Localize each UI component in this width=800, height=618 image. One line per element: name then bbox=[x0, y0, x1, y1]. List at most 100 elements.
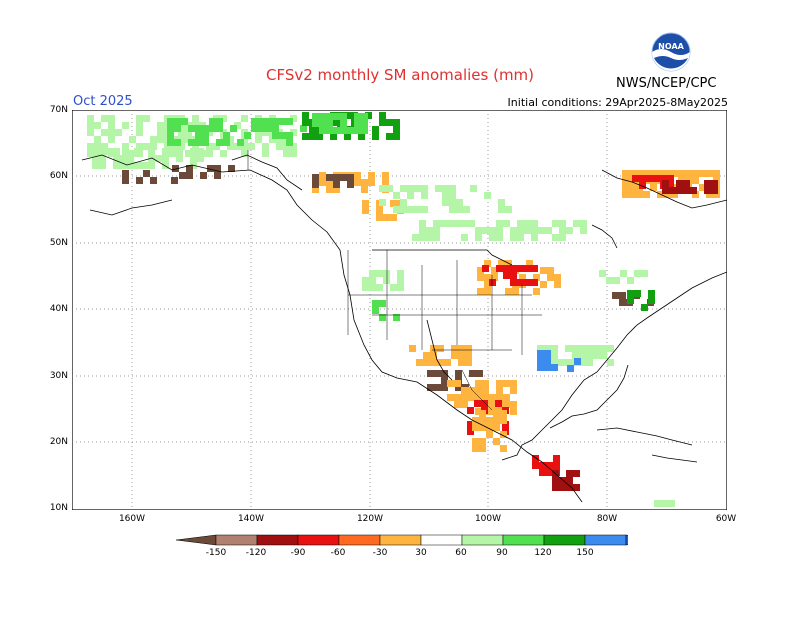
anomaly-cell bbox=[486, 431, 493, 438]
anomaly-cell bbox=[586, 345, 593, 352]
anomaly-cell bbox=[461, 220, 468, 227]
organization-label: NWS/NCEP/CPC bbox=[616, 76, 717, 91]
anomaly-cell bbox=[451, 345, 458, 352]
anomaly-cell bbox=[669, 187, 676, 194]
anomaly-cell bbox=[441, 377, 448, 384]
anomaly-cell bbox=[192, 143, 199, 150]
anomaly-cell bbox=[620, 270, 627, 277]
colorbar bbox=[175, 534, 628, 546]
anomaly-cell bbox=[498, 206, 505, 213]
anomaly-cell bbox=[108, 115, 115, 122]
anomaly-cell bbox=[241, 150, 248, 157]
anomaly-cell bbox=[449, 206, 456, 213]
anomaly-cell bbox=[195, 132, 202, 139]
anomaly-cell bbox=[458, 352, 465, 359]
anomaly-cell bbox=[272, 132, 279, 139]
anomaly-cell bbox=[400, 199, 407, 206]
anomaly-cell bbox=[573, 470, 580, 477]
anomaly-cell bbox=[586, 359, 593, 366]
anomaly-cell bbox=[178, 129, 185, 136]
anomaly-cell bbox=[491, 274, 498, 281]
anomaly-cell bbox=[537, 345, 544, 352]
anomaly-cell bbox=[386, 133, 393, 140]
anomaly-cell bbox=[365, 112, 372, 119]
colorbar-label: -150 bbox=[205, 548, 227, 558]
anomaly-cell bbox=[491, 267, 498, 274]
anomaly-cell bbox=[606, 277, 613, 284]
anomaly-cell bbox=[262, 129, 269, 136]
anomaly-cell bbox=[227, 143, 234, 150]
anomaly-cell bbox=[234, 143, 241, 150]
anomaly-cell bbox=[248, 143, 255, 150]
anomaly-cell bbox=[286, 139, 293, 146]
anomaly-cell bbox=[558, 359, 565, 366]
anomaly-cell bbox=[433, 234, 440, 241]
anomaly-cell bbox=[531, 265, 538, 272]
anomaly-cell bbox=[537, 364, 544, 371]
anomaly-cell bbox=[148, 162, 155, 169]
anomaly-cell bbox=[393, 192, 400, 199]
anomaly-cell bbox=[455, 384, 462, 391]
anomaly-cell bbox=[552, 484, 559, 491]
anomaly-cell bbox=[437, 359, 444, 366]
anomaly-cell bbox=[559, 484, 566, 491]
anomaly-cell bbox=[531, 220, 538, 227]
anomaly-cell bbox=[258, 118, 265, 125]
anomaly-cell bbox=[532, 462, 539, 469]
anomaly-cell bbox=[157, 122, 164, 129]
anomaly-cell bbox=[162, 148, 169, 155]
anomaly-cell bbox=[167, 118, 174, 125]
anomaly-cell bbox=[503, 394, 510, 401]
anomaly-cell bbox=[489, 227, 496, 234]
anomaly-cell bbox=[648, 297, 655, 304]
anomaly-cell bbox=[533, 288, 540, 295]
anomaly-cell bbox=[358, 133, 365, 140]
anomaly-cell bbox=[442, 192, 449, 199]
anomaly-cell bbox=[171, 143, 178, 150]
anomaly-cell bbox=[482, 387, 489, 394]
anomaly-cell bbox=[489, 401, 496, 408]
colorbar-swatch bbox=[297, 534, 340, 546]
anomaly-cell bbox=[101, 115, 108, 122]
anomaly-cell bbox=[122, 177, 129, 184]
anomaly-cell bbox=[330, 119, 337, 126]
anomaly-cell bbox=[120, 162, 127, 169]
anomaly-cell bbox=[481, 400, 488, 407]
anomaly-cell bbox=[382, 172, 389, 179]
coastlines bbox=[81, 154, 727, 503]
anomaly-cell bbox=[369, 277, 376, 284]
anomaly-cell bbox=[354, 113, 361, 120]
anomaly-cell bbox=[468, 387, 475, 394]
colorbar-arrow-left bbox=[175, 534, 217, 546]
anomaly-cell bbox=[333, 127, 340, 134]
anomaly-cell bbox=[643, 191, 650, 198]
anomaly-cell bbox=[537, 350, 544, 357]
anomaly-cell bbox=[704, 180, 711, 187]
anomaly-cell bbox=[650, 170, 657, 177]
anomaly-cell bbox=[634, 270, 641, 277]
anomaly-cell bbox=[372, 133, 379, 140]
anomaly-cell bbox=[552, 220, 559, 227]
anomaly-cell bbox=[134, 162, 141, 169]
anomaly-cell bbox=[539, 469, 546, 476]
anomaly-cell bbox=[622, 191, 629, 198]
lat-label-50n: 50N bbox=[49, 238, 68, 248]
anomaly-cell bbox=[477, 288, 484, 295]
anomaly-cell bbox=[552, 477, 559, 484]
colorbar-swatch bbox=[461, 534, 504, 546]
anomaly-cell bbox=[619, 292, 626, 299]
anomaly-cell bbox=[200, 172, 207, 179]
colorbar-cells bbox=[175, 534, 628, 546]
anomaly-cell bbox=[376, 284, 383, 291]
anomaly-cell bbox=[551, 352, 558, 359]
anomaly-cell bbox=[400, 206, 407, 213]
anomaly-cell bbox=[636, 191, 643, 198]
anomaly-cell bbox=[454, 380, 461, 387]
anomaly-cell bbox=[489, 408, 496, 415]
anomaly-cell bbox=[379, 314, 386, 321]
anomaly-cell bbox=[627, 290, 634, 297]
anomaly-cell bbox=[99, 148, 106, 155]
anomaly-cell bbox=[510, 265, 517, 272]
anomaly-cell bbox=[456, 206, 463, 213]
anomaly-cell bbox=[143, 170, 150, 177]
